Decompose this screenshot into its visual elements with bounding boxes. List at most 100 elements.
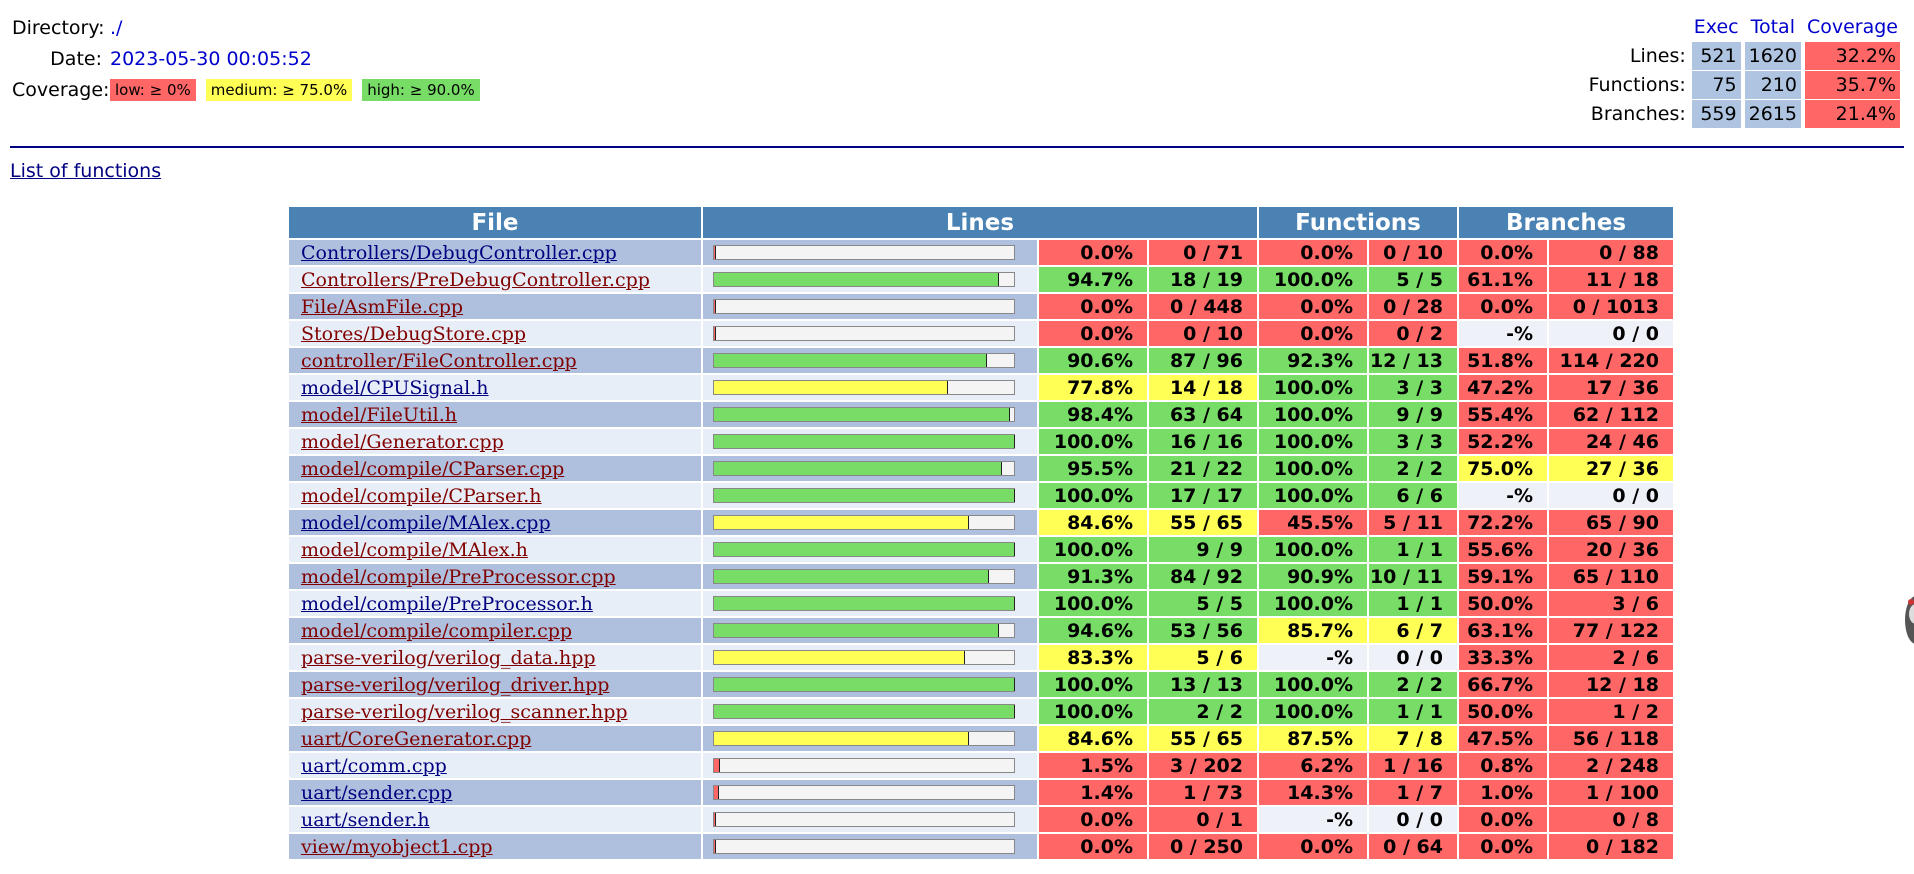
file-link[interactable]: model/compile/MAlex.cpp bbox=[301, 511, 551, 534]
file-cell: model/compile/MAlex.cpp bbox=[289, 510, 701, 535]
line-coverage-bar bbox=[713, 812, 1015, 827]
file-link[interactable]: model/compile/CParser.h bbox=[301, 484, 542, 507]
file-link[interactable]: model/FileUtil.h bbox=[301, 403, 457, 426]
function-coverage-count: 2 / 2 bbox=[1369, 672, 1457, 697]
line-coverage-count: 63 / 64 bbox=[1149, 402, 1257, 427]
function-coverage-percent: 0.0% bbox=[1259, 240, 1367, 265]
line-coverage-percent: 84.6% bbox=[1039, 510, 1147, 535]
function-coverage-percent: 100.0% bbox=[1259, 402, 1367, 427]
report-info: Directory: ./ Date: 2023-05-30 00:05:52 … bbox=[12, 12, 490, 105]
line-coverage-percent: 100.0% bbox=[1039, 537, 1147, 562]
file-link[interactable]: view/myobject1.cpp bbox=[301, 835, 493, 858]
file-link[interactable]: model/compile/MAlex.h bbox=[301, 538, 528, 561]
line-coverage-count: 9 / 9 bbox=[1149, 537, 1257, 562]
function-coverage-count: 0 / 64 bbox=[1369, 834, 1457, 859]
line-coverage-bar bbox=[713, 407, 1015, 422]
function-coverage-count: 1 / 1 bbox=[1369, 699, 1457, 724]
line-coverage-bar-cell bbox=[703, 807, 1037, 832]
line-coverage-bar bbox=[713, 326, 1015, 341]
file-link[interactable]: uart/comm.cpp bbox=[301, 754, 447, 777]
line-coverage-bar-cell bbox=[703, 753, 1037, 778]
function-coverage-count: 5 / 11 bbox=[1369, 510, 1457, 535]
date-row: Date: 2023-05-30 00:05:52 bbox=[12, 43, 490, 74]
function-coverage-percent: 92.3% bbox=[1259, 348, 1367, 373]
file-link[interactable]: model/Generator.cpp bbox=[301, 430, 504, 453]
file-link[interactable]: uart/sender.cpp bbox=[301, 781, 453, 804]
line-coverage-count: 87 / 96 bbox=[1149, 348, 1257, 373]
file-link[interactable]: uart/sender.h bbox=[301, 808, 430, 831]
function-coverage-percent: 100.0% bbox=[1259, 375, 1367, 400]
summary-row-functions: Functions: 75 210 35.7% bbox=[1585, 71, 1900, 99]
file-link[interactable]: parse-verilog/verilog_data.hpp bbox=[301, 646, 596, 669]
file-link[interactable]: Stores/DebugStore.cpp bbox=[301, 322, 527, 345]
line-coverage-bar bbox=[713, 299, 1015, 314]
file-link[interactable]: controller/FileController.cpp bbox=[301, 349, 577, 372]
table-row: model/compile/MAlex.cpp 84.6% 55 / 65 45.5%… bbox=[289, 510, 1673, 535]
file-link[interactable]: model/CPUSignal.h bbox=[301, 376, 489, 399]
summary-exec: 559 bbox=[1691, 100, 1741, 128]
branch-coverage-percent: 0.0% bbox=[1459, 834, 1547, 859]
line-coverage-bar-fill bbox=[714, 651, 965, 664]
file-link[interactable]: Controllers/PreDebugController.cpp bbox=[301, 268, 650, 291]
legend-low-badge: low: ≥ 0% bbox=[110, 78, 196, 101]
line-coverage-bar-cell bbox=[703, 645, 1037, 670]
table-row: uart/sender.cpp 1.4% 1 / 73 14.3% 1 / 7 1.0% 1… bbox=[289, 780, 1673, 805]
branch-coverage-count: 1 / 100 bbox=[1549, 780, 1673, 805]
file-link[interactable]: parse-verilog/verilog_scanner.hpp bbox=[301, 700, 628, 723]
summary-col-exec: Exec bbox=[1693, 16, 1739, 38]
line-coverage-bar-cell bbox=[703, 834, 1037, 859]
file-link[interactable]: uart/CoreGenerator.cpp bbox=[301, 727, 532, 750]
file-link[interactable]: model/compile/compiler.cpp bbox=[301, 619, 573, 642]
function-coverage-count: 1 / 7 bbox=[1369, 780, 1457, 805]
function-coverage-count: 9 / 9 bbox=[1369, 402, 1457, 427]
list-of-functions-link[interactable]: List of functions bbox=[10, 160, 162, 182]
line-coverage-bar bbox=[713, 704, 1015, 719]
header-divider bbox=[10, 146, 1904, 148]
line-coverage-percent: 90.6% bbox=[1039, 348, 1147, 373]
branch-coverage-count: 65 / 90 bbox=[1549, 510, 1673, 535]
line-coverage-percent: 0.0% bbox=[1039, 834, 1147, 859]
file-cell: model/Generator.cpp bbox=[289, 429, 701, 454]
file-cell: model/compile/CParser.h bbox=[289, 483, 701, 508]
summary-row-label: Functions: bbox=[1588, 74, 1686, 96]
file-link[interactable]: model/compile/CParser.cpp bbox=[301, 457, 565, 480]
line-coverage-percent: 83.3% bbox=[1039, 645, 1147, 670]
line-coverage-bar bbox=[713, 245, 1015, 260]
line-coverage-percent: 1.5% bbox=[1039, 753, 1147, 778]
summary-coverage: 32.2% bbox=[1804, 42, 1900, 70]
file-link[interactable]: model/compile/PreProcessor.h bbox=[301, 592, 593, 615]
line-coverage-bar bbox=[713, 461, 1015, 476]
floating-assistant-icon[interactable] bbox=[1900, 590, 1914, 650]
function-coverage-count: 0 / 28 bbox=[1369, 294, 1457, 319]
branch-coverage-percent: 55.4% bbox=[1459, 402, 1547, 427]
file-cell: File/AsmFile.cpp bbox=[289, 294, 701, 319]
line-coverage-bar-cell bbox=[703, 780, 1037, 805]
file-link[interactable]: Controllers/DebugController.cpp bbox=[301, 241, 617, 264]
line-coverage-percent: 94.7% bbox=[1039, 267, 1147, 292]
file-cell: Controllers/DebugController.cpp bbox=[289, 240, 701, 265]
file-link[interactable]: File/AsmFile.cpp bbox=[301, 295, 464, 318]
line-coverage-bar-fill bbox=[714, 273, 1000, 286]
line-coverage-bar-cell bbox=[703, 537, 1037, 562]
table-row: File/AsmFile.cpp 0.0% 0 / 448 0.0% 0 / 28 0.0… bbox=[289, 294, 1673, 319]
file-link[interactable]: parse-verilog/verilog_driver.hpp bbox=[301, 673, 610, 696]
line-coverage-percent: 0.0% bbox=[1039, 294, 1147, 319]
table-row: parse-verilog/verilog_scanner.hpp 100.0% 2… bbox=[289, 699, 1673, 724]
table-row: model/compile/MAlex.h 100.0% 9 / 9 100.0% 1 … bbox=[289, 537, 1673, 562]
summary-header-row: Exec Total Coverage bbox=[1585, 13, 1900, 41]
function-coverage-count: 5 / 5 bbox=[1369, 267, 1457, 292]
file-cell: model/compile/PreProcessor.h bbox=[289, 591, 701, 616]
line-coverage-bar-cell bbox=[703, 726, 1037, 751]
line-coverage-percent: 100.0% bbox=[1039, 429, 1147, 454]
file-cell: model/compile/MAlex.h bbox=[289, 537, 701, 562]
function-coverage-percent: 0.0% bbox=[1259, 294, 1367, 319]
function-coverage-count: 1 / 16 bbox=[1369, 753, 1457, 778]
file-link[interactable]: model/compile/PreProcessor.cpp bbox=[301, 565, 616, 588]
line-coverage-count: 55 / 65 bbox=[1149, 510, 1257, 535]
branch-coverage-count: 56 / 118 bbox=[1549, 726, 1673, 751]
function-coverage-percent: 85.7% bbox=[1259, 618, 1367, 643]
table-row: uart/sender.h 0.0% 0 / 1 -% 0 / 0 0.0% 0 / 8 bbox=[289, 807, 1673, 832]
line-coverage-bar bbox=[713, 569, 1015, 584]
line-coverage-count: 5 / 6 bbox=[1149, 645, 1257, 670]
